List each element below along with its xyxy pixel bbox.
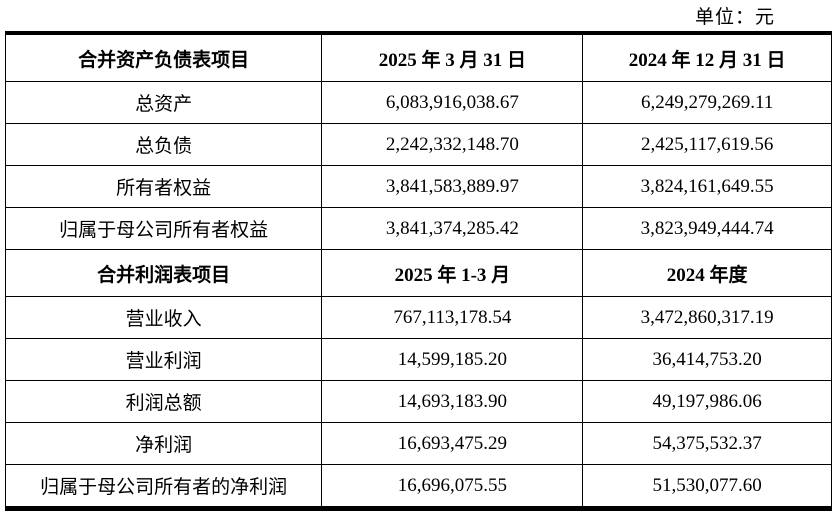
table-row-net-profit: 净利润 16,693,475.29 54,375,532.37 <box>4 422 832 465</box>
table-row-operating-revenue: 营业收入 767,113,178.54 3,472,860,317.19 <box>4 296 832 339</box>
row-value-1: 16,696,075.55 <box>321 464 584 511</box>
row-value-1: 2,242,332,148.70 <box>321 123 584 166</box>
row-value-2: 3,472,860,317.19 <box>582 296 832 339</box>
row-value-2: 51,530,077.60 <box>582 464 832 511</box>
row-value-1: 767,113,178.54 <box>321 296 584 339</box>
row-value-2: 3,823,949,444.74 <box>582 207 832 250</box>
table-row-owners-equity: 所有者权益 3,841,583,889.97 3,824,161,649.55 <box>4 165 832 208</box>
row-label: 营业收入 <box>4 296 323 339</box>
row-value-2: 6,249,279,269.11 <box>582 81 832 124</box>
table-row-net-profit-attributable-to-parent: 归属于母公司所有者的净利润 16,696,075.55 51,530,077.6… <box>4 464 832 511</box>
row-value-2: 36,414,753.20 <box>582 338 832 381</box>
table-row-total-profit: 利润总额 14,693,183.90 49,197,986.06 <box>4 380 832 423</box>
table-row-operating-profit: 营业利润 14,599,185.20 36,414,753.20 <box>4 338 832 381</box>
financial-summary-table: 合并资产负债表项目 2025 年 3 月 31 日 2024 年 12 月 31… <box>4 31 832 511</box>
row-value-2: 2,425,117,619.56 <box>582 123 832 166</box>
table-row-total-assets: 总资产 6,083,916,038.67 6,249,279,269.11 <box>4 81 832 124</box>
row-value-1: 3,841,583,889.97 <box>321 165 584 208</box>
balance-sheet-section-title: 合并资产负债表项目 <box>4 31 323 82</box>
row-label: 净利润 <box>4 422 323 465</box>
income-statement-header-row: 合并利润表项目 2025 年 1-3 月 2024 年度 <box>4 249 832 297</box>
unit-label: 单位：元 <box>694 7 775 28</box>
row-value-1: 16,693,475.29 <box>321 422 584 465</box>
balance-sheet-header-row: 合并资产负债表项目 2025 年 3 月 31 日 2024 年 12 月 31… <box>4 31 832 82</box>
row-label: 利润总额 <box>4 380 323 423</box>
row-label: 归属于母公司所有者权益 <box>4 207 323 250</box>
row-label: 所有者权益 <box>4 165 323 208</box>
row-value-1: 3,841,374,285.42 <box>321 207 584 250</box>
row-label: 总资产 <box>4 81 323 124</box>
row-value-1: 14,693,183.90 <box>321 380 584 423</box>
row-value-2: 3,824,161,649.55 <box>582 165 832 208</box>
row-value-1: 6,083,916,038.67 <box>321 81 584 124</box>
row-value-2: 49,197,986.06 <box>582 380 832 423</box>
balance-sheet-date-1: 2025 年 3 月 31 日 <box>321 31 584 82</box>
row-label: 总负债 <box>4 123 323 166</box>
table-row-total-liabilities: 总负债 2,242,332,148.70 2,425,117,619.56 <box>4 123 832 166</box>
row-label: 归属于母公司所有者的净利润 <box>4 464 323 511</box>
income-statement-period-2: 2024 年度 <box>582 249 832 297</box>
income-statement-section-title: 合并利润表项目 <box>4 249 323 297</box>
income-statement-period-1: 2025 年 1-3 月 <box>321 249 584 297</box>
row-value-2: 54,375,532.37 <box>582 422 832 465</box>
row-value-1: 14,599,185.20 <box>321 338 584 381</box>
table-row-equity-attributable-to-parent: 归属于母公司所有者权益 3,841,374,285.42 3,823,949,4… <box>4 207 832 250</box>
row-label: 营业利润 <box>4 338 323 381</box>
balance-sheet-date-2: 2024 年 12 月 31 日 <box>582 31 832 82</box>
